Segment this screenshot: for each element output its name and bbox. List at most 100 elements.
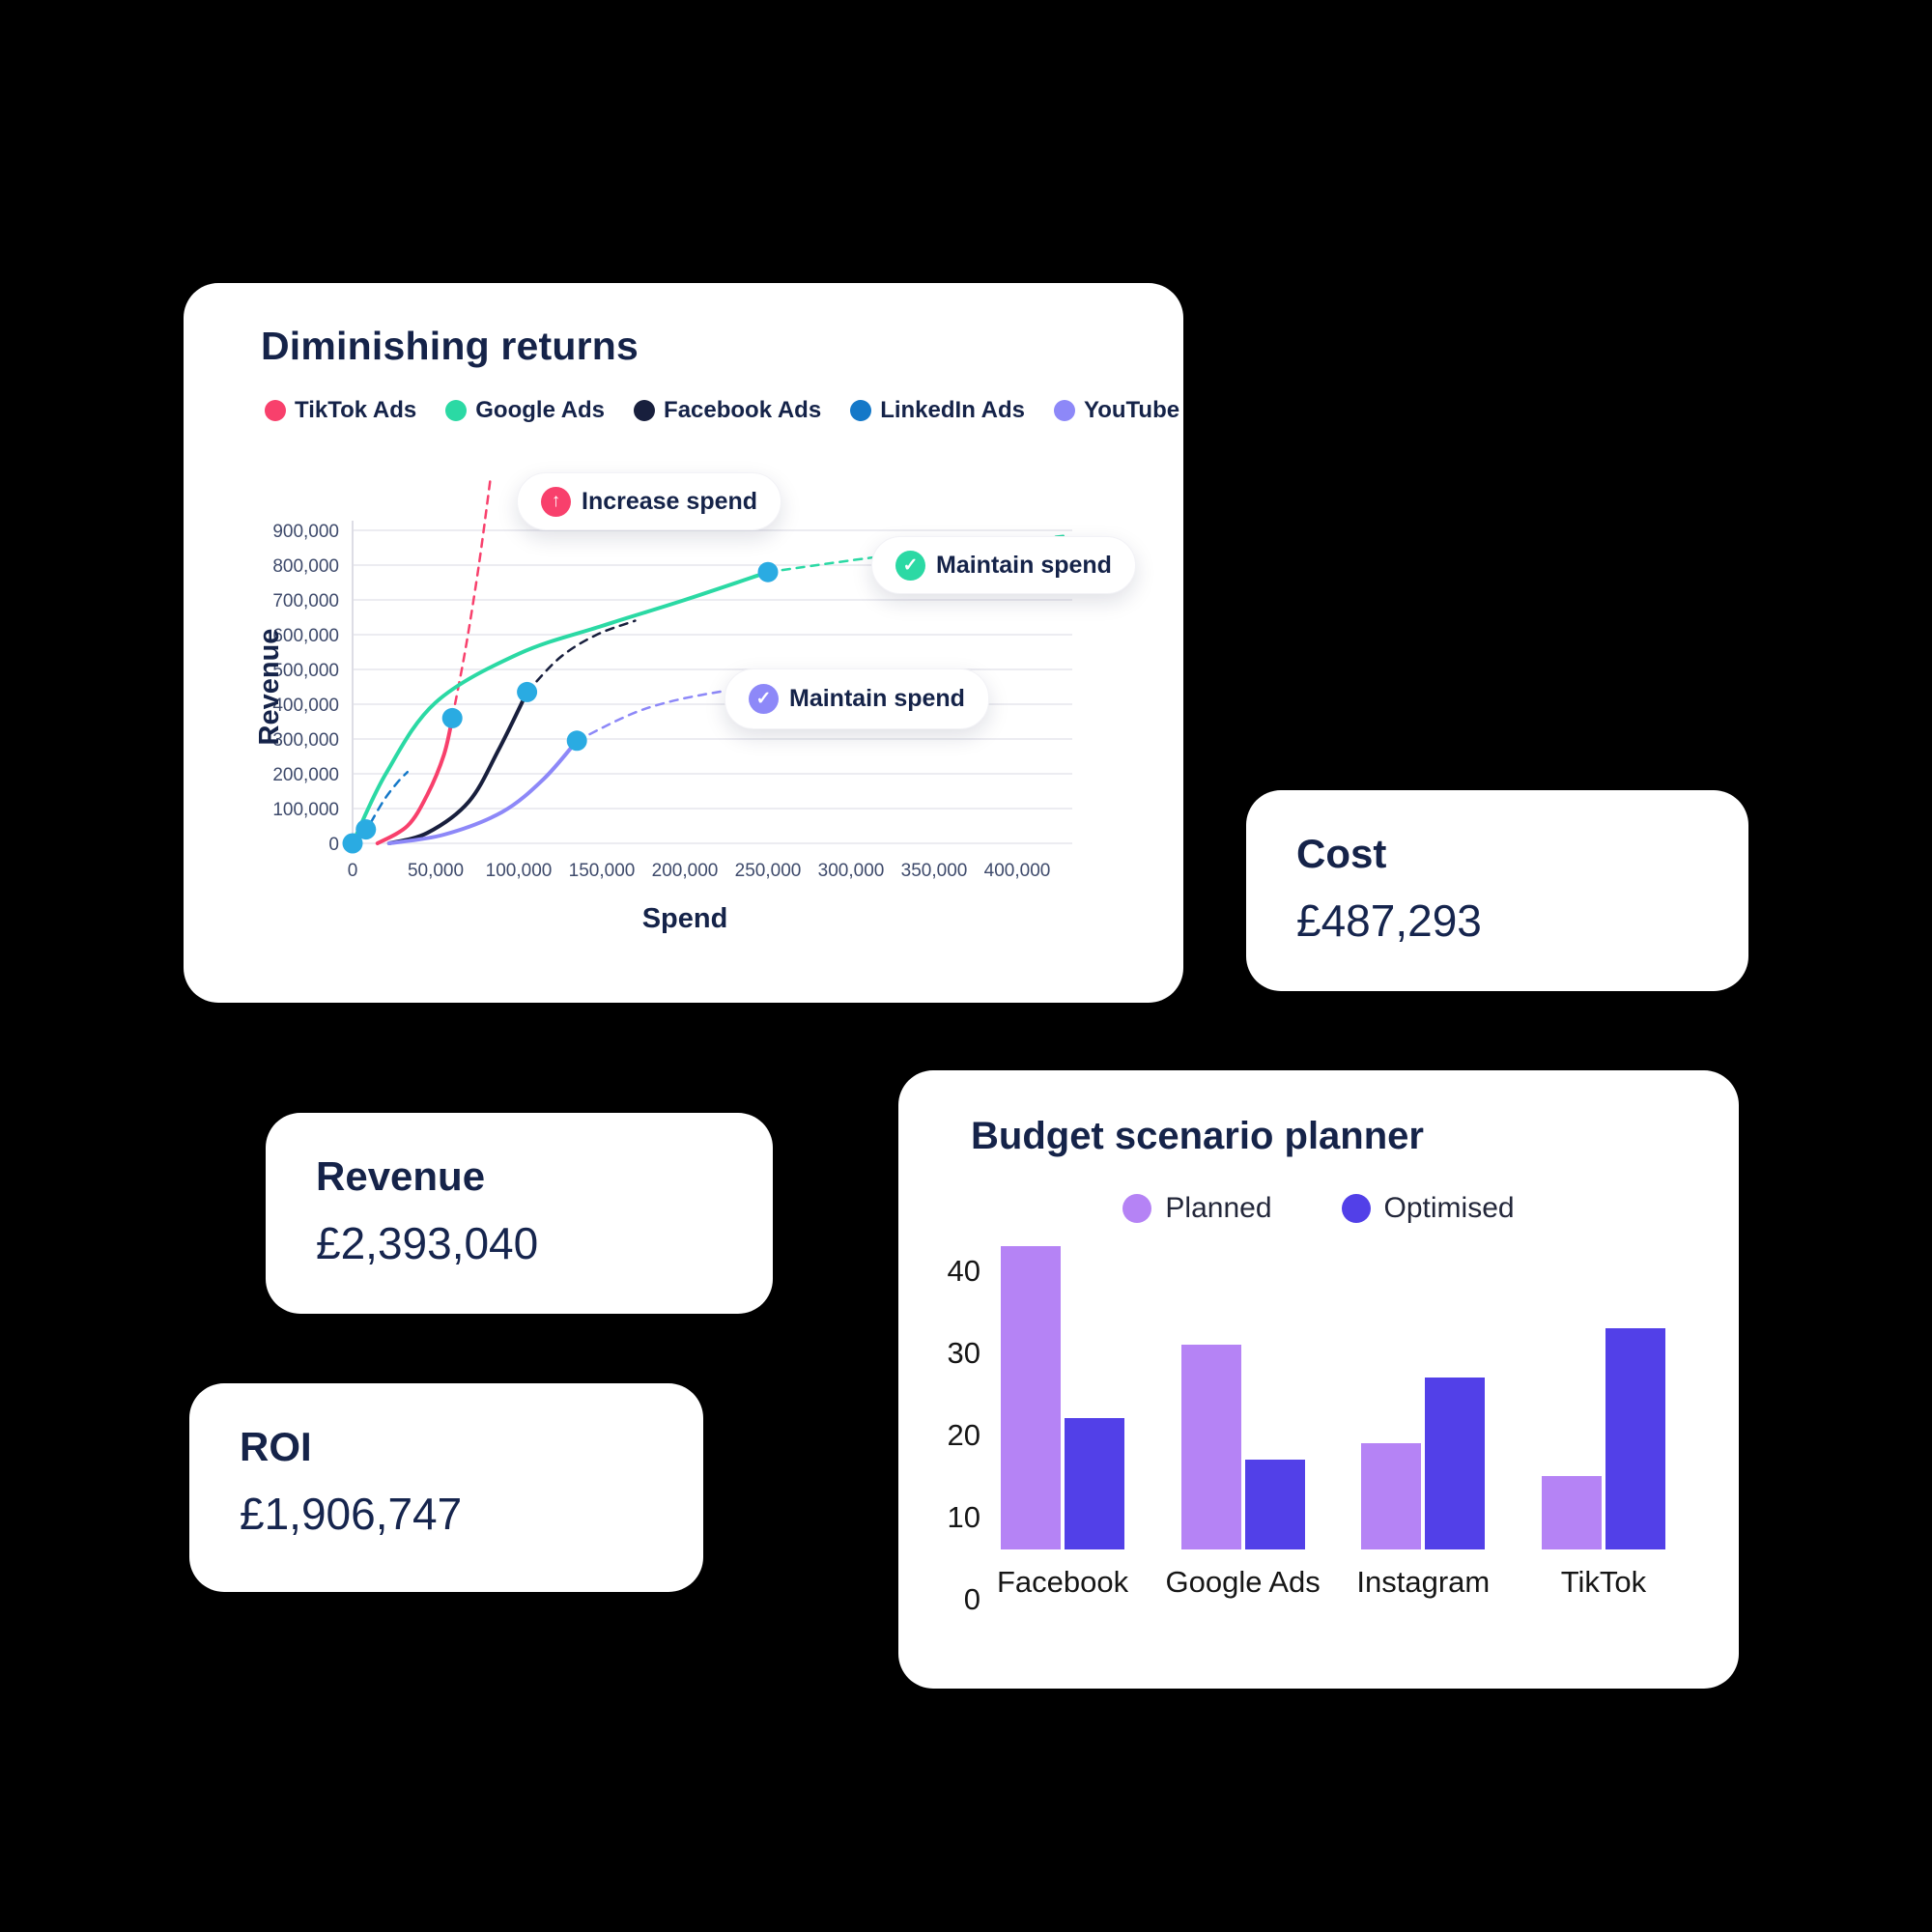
series-projection-youtube — [575, 682, 800, 743]
legend-item-youtube[interactable]: YouTube — [1053, 397, 1180, 424]
bar-planned-instagram — [1361, 1442, 1422, 1549]
roi-value: £1,906,747 — [240, 1489, 463, 1539]
roi-title: ROI — [240, 1424, 312, 1469]
budget-scenario-card: Budget scenario planner Planned Optimised… — [898, 1070, 1739, 1689]
budget-bar-chart: 0 10 20 30 40 Facebook Google Ads Instagram Tik… — [927, 1245, 1671, 1667]
bar-planned-google-ads — [1180, 1344, 1241, 1549]
y-tick-label: 300,000 — [272, 730, 339, 751]
x-tick-label: 50,000 — [408, 861, 464, 881]
series-projection-linkedin-ads — [369, 770, 410, 824]
revenue-title: Revenue — [316, 1153, 486, 1199]
legend-dot-icon — [1122, 1194, 1152, 1223]
legend-label: Optimised — [1383, 1192, 1515, 1224]
x-tick-label: 0 — [348, 861, 358, 881]
y-tick-label: 800,000 — [272, 556, 339, 577]
x-tick-label: 350,000 — [901, 861, 968, 881]
bar-optimised-google-ads — [1244, 1459, 1305, 1549]
series-line-tiktok-ads — [375, 716, 455, 845]
x-tick-label: 200,000 — [652, 861, 719, 881]
check-icon: ✓ — [749, 684, 779, 714]
x-tick-label: 100,000 — [486, 861, 553, 881]
legend-label: LinkedIn Ads — [880, 397, 1025, 423]
bar-group-google-ads: Google Ads — [1166, 1221, 1321, 1600]
bar-chart-y-axis: 0 10 20 30 40 — [927, 1254, 990, 1616]
diminishing-returns-title: Diminishing returns — [261, 324, 639, 368]
cost-title: Cost — [1296, 831, 1387, 876]
increase-spend-badge[interactable]: ↑ Increase spend — [517, 472, 782, 530]
legend-label: Facebook Ads — [664, 397, 822, 423]
legend-label: TikTok Ads — [295, 397, 417, 423]
legend-item-facebook-ads[interactable]: Facebook Ads — [634, 397, 821, 424]
bar-planned-tiktok — [1541, 1475, 1602, 1549]
y-tick-label: 600,000 — [272, 626, 339, 646]
roi-kpi-card: ROI £1,906,747 — [189, 1383, 703, 1592]
spend-point-marker — [342, 833, 363, 854]
legend-dot-icon — [634, 400, 656, 421]
budget-scenario-title: Budget scenario planner — [971, 1115, 1424, 1157]
bar-legend-item-planned[interactable]: Planned — [1122, 1192, 1272, 1225]
bar-optimised-facebook — [1065, 1418, 1124, 1549]
bar-category-label: TikTok — [1560, 1565, 1647, 1599]
bar-y-tick-label: 10 — [947, 1500, 980, 1534]
y-tick-label: 900,000 — [272, 522, 339, 542]
legend-dot-icon — [445, 400, 468, 421]
x-tick-label: 300,000 — [818, 861, 885, 881]
y-axis-title: Revenue — [254, 629, 285, 746]
maintain-spend-badge-green[interactable]: ✓ Maintain spend — [871, 536, 1136, 594]
revenue-value: £2,393,040 — [316, 1218, 539, 1268]
legend-dot-icon — [1053, 400, 1075, 421]
series-projection-facebook-ads — [526, 619, 637, 694]
legend-label: Google Ads — [475, 397, 606, 423]
legend-label: YouTube — [1083, 397, 1180, 423]
bar-category-label: Facebook — [996, 1565, 1129, 1599]
y-tick-label: 0 — [328, 835, 339, 855]
bar-group-instagram: Instagram — [1356, 1221, 1490, 1600]
series-line-youtube — [386, 738, 580, 845]
bar-chart-plot: Facebook Google Ads Instagram TikTok — [997, 1245, 1666, 1600]
legend-dot-icon — [850, 400, 872, 421]
y-tick-label: 200,000 — [272, 765, 339, 785]
bar-optimised-instagram — [1425, 1377, 1486, 1549]
x-tick-label: 150,000 — [569, 861, 636, 881]
bar-legend-item-optimised[interactable]: Optimised — [1341, 1192, 1515, 1225]
revenue-kpi-card: Revenue £2,393,040 — [266, 1113, 773, 1314]
bar-y-tick-label: 0 — [963, 1582, 980, 1616]
line-chart-legend: TikTok Ads Google Ads Facebook Ads LinkedIn… — [265, 397, 1179, 424]
legend-item-google-ads[interactable]: Google Ads — [445, 397, 605, 424]
spend-point-marker — [566, 730, 587, 752]
spend-point-marker — [517, 681, 538, 702]
bar-y-tick-label: 30 — [947, 1336, 980, 1370]
series-line-google-ads — [351, 570, 770, 845]
legend-item-linkedin-ads[interactable]: LinkedIn Ads — [850, 397, 1025, 424]
cost-value: £487,293 — [1296, 895, 1482, 946]
spend-point-marker — [355, 819, 377, 840]
y-tick-label: 500,000 — [272, 661, 339, 681]
bar-y-tick-label: 40 — [947, 1254, 980, 1288]
y-tick-label: 400,000 — [272, 696, 339, 716]
series-projection-tiktok-ads — [450, 476, 493, 720]
legend-label: Planned — [1165, 1192, 1272, 1224]
bar-chart-legend: Planned Optimised — [898, 1192, 1739, 1225]
diminishing-returns-card: Diminishing returns TikTok Ads Google Ads… — [184, 283, 1183, 1003]
bar-group-facebook: Facebook — [996, 1221, 1129, 1600]
spend-point-marker — [441, 707, 463, 728]
legend-dot-icon — [265, 400, 286, 421]
legend-dot-icon — [1341, 1194, 1371, 1223]
badge-label: Increase spend — [582, 487, 758, 515]
x-tick-label: 400,000 — [984, 861, 1051, 881]
legend-item-tiktok-ads[interactable]: TikTok Ads — [265, 397, 416, 424]
check-icon: ✓ — [895, 550, 925, 581]
y-tick-label: 700,000 — [272, 591, 339, 611]
y-tick-label: 100,000 — [272, 800, 339, 820]
x-axis-title: Spend — [642, 903, 728, 934]
bar-optimised-tiktok — [1605, 1327, 1665, 1549]
bar-planned-facebook — [1001, 1245, 1061, 1549]
series-line-facebook-ads — [386, 690, 529, 845]
bar-category-label: Google Ads — [1165, 1565, 1321, 1599]
spend-point-marker — [757, 561, 779, 582]
x-tick-label: 250,000 — [735, 861, 802, 881]
bar-y-tick-label: 20 — [947, 1418, 980, 1452]
badge-label: Maintain spend — [936, 551, 1112, 579]
maintain-spend-badge-purple[interactable]: ✓ Maintain spend — [724, 668, 989, 729]
arrow-up-icon: ↑ — [541, 486, 571, 517]
